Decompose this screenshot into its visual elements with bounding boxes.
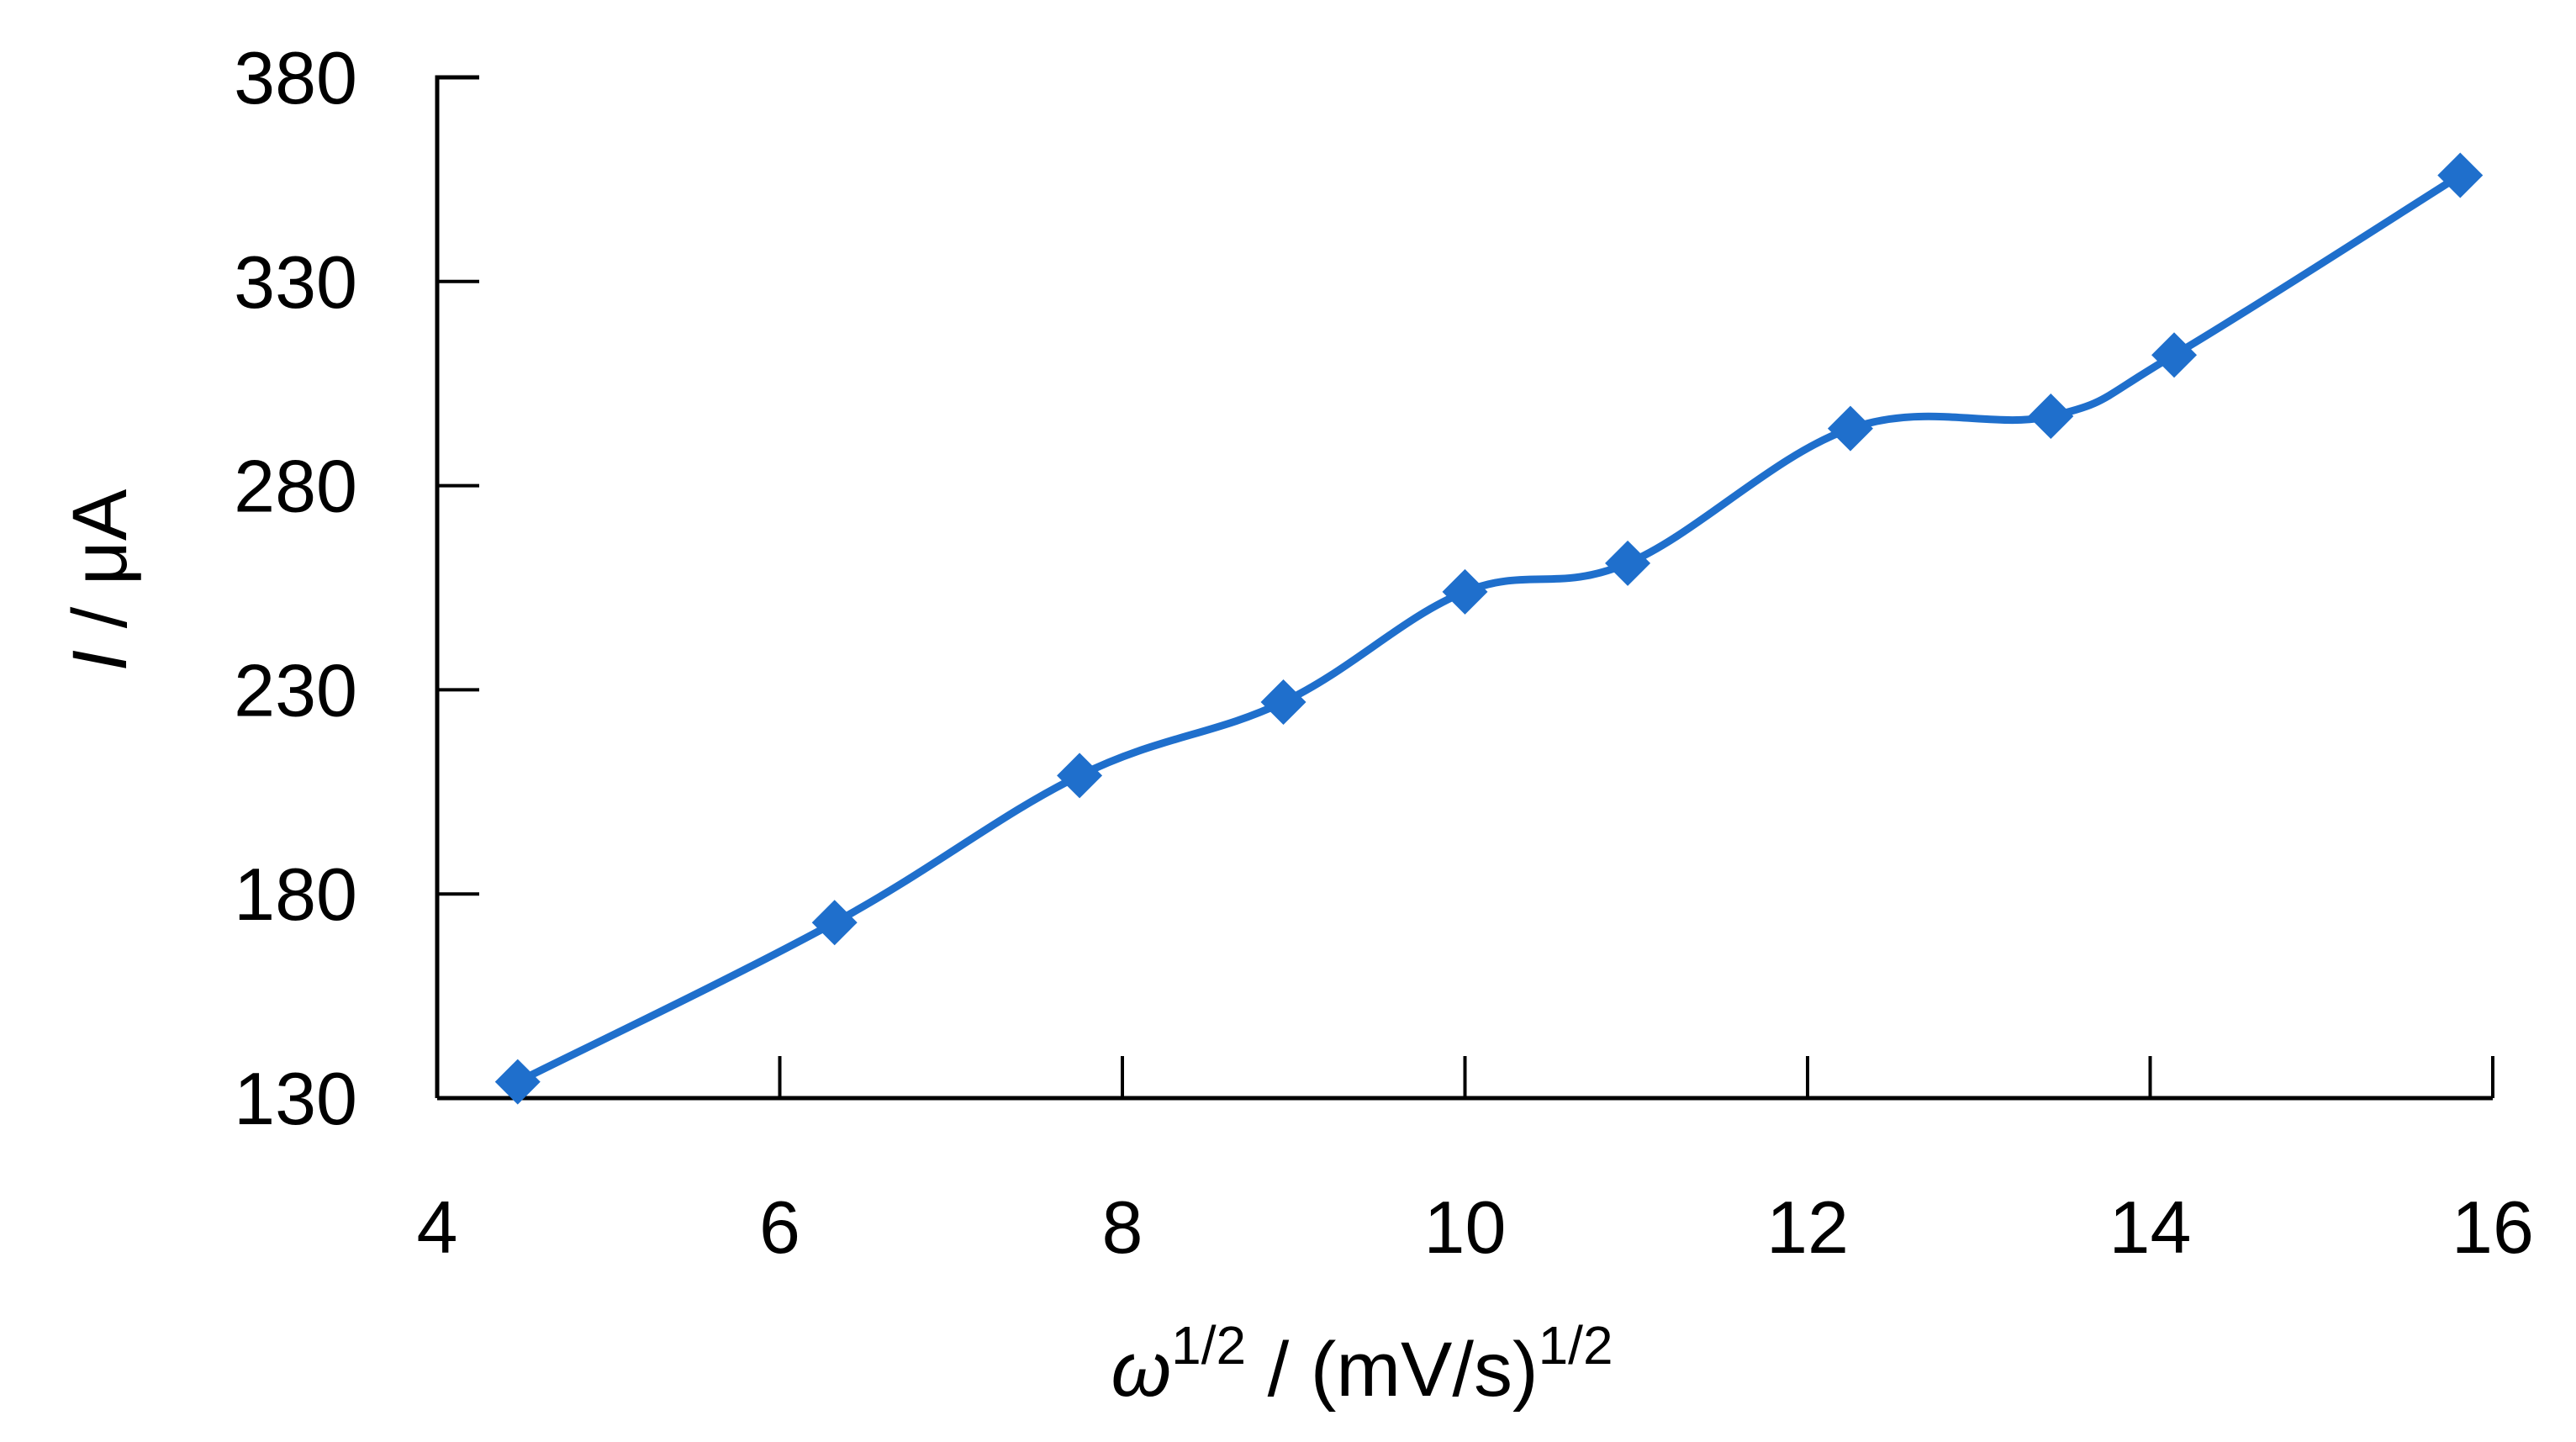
y-tick-label: 330 <box>234 240 357 324</box>
data-point-diamond-icon <box>2437 152 2484 198</box>
y-axis-title-unit: / μA <box>57 489 143 650</box>
x-tick-label: 10 <box>1424 1186 1507 1269</box>
y-axis-title: I / μA <box>57 489 143 671</box>
data-point-diamond-icon <box>1057 753 1103 799</box>
x-tick-label: 8 <box>1102 1186 1143 1269</box>
data-markers <box>494 152 2484 1105</box>
data-point-diamond-icon <box>1605 540 1651 586</box>
x-tick-label: 14 <box>2109 1186 2192 1269</box>
x-axis-ticks: 4 6 8 10 12 14 16 <box>417 1056 2534 1269</box>
data-point-diamond-icon <box>494 1059 541 1105</box>
data-point-diamond-icon <box>811 900 858 946</box>
data-series-line <box>514 172 2464 1086</box>
x-tick-label: 12 <box>1766 1186 1849 1269</box>
x-tick-label: 4 <box>417 1186 458 1269</box>
x-axis-title-unit-exponent: 1/2 <box>1539 1315 1613 1376</box>
y-tick-label: 230 <box>234 648 357 732</box>
x-axis-title-symbol: ω <box>1111 1327 1171 1413</box>
data-point-diamond-icon <box>1442 568 1488 615</box>
y-tick-label: 380 <box>234 36 357 119</box>
y-axis-ticks: 130 180 230 280 330 380 <box>234 36 479 1140</box>
x-tick-label: 6 <box>759 1186 800 1269</box>
x-axis-title-unit: / (mV/s) <box>1246 1327 1539 1413</box>
data-point-diamond-icon <box>2151 332 2198 378</box>
data-point-diamond-icon <box>1260 679 1306 725</box>
data-point-diamond-icon <box>2028 394 2074 440</box>
x-axis-title: ω1/2 / (mV/s)1/2 <box>1111 1315 1613 1413</box>
data-point-diamond-icon <box>1827 405 1873 452</box>
y-tick-label: 280 <box>234 445 357 528</box>
x-tick-label: 16 <box>2452 1186 2534 1269</box>
y-axis-line <box>435 75 479 1098</box>
y-axis-title-symbol: I <box>57 650 143 672</box>
y-tick-label: 130 <box>234 1057 357 1140</box>
y-tick-label: 180 <box>234 853 357 936</box>
x-axis-title-exponent: 1/2 <box>1171 1315 1246 1376</box>
